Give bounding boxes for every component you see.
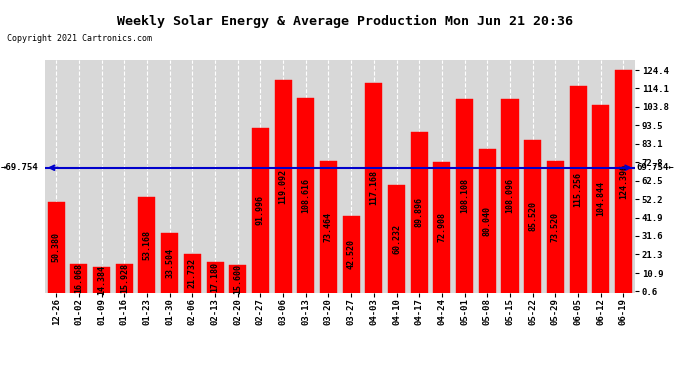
Text: 117.168: 117.168 — [369, 170, 378, 205]
Text: 91.996: 91.996 — [256, 195, 265, 225]
Bar — [456, 99, 473, 292]
Text: 119.092: 119.092 — [279, 168, 288, 204]
Text: Weekly Solar Energy & Average Production Mon Jun 21 20:36: Weekly Solar Energy & Average Production… — [117, 15, 573, 28]
Text: 69.754←: 69.754← — [636, 163, 674, 172]
Bar — [229, 265, 246, 292]
Bar — [275, 80, 292, 292]
Text: 104.844: 104.844 — [596, 181, 605, 216]
Bar — [433, 162, 451, 292]
Bar — [320, 161, 337, 292]
Bar — [547, 161, 564, 292]
Bar — [365, 83, 382, 292]
Text: 85.520: 85.520 — [528, 201, 538, 231]
Text: Copyright 2021 Cartronics.com: Copyright 2021 Cartronics.com — [7, 34, 152, 43]
Bar — [615, 70, 632, 292]
Text: 21.732: 21.732 — [188, 258, 197, 288]
Text: 115.256: 115.256 — [573, 172, 582, 207]
Bar — [502, 99, 518, 292]
Text: →69.754: →69.754 — [0, 163, 38, 172]
Text: 14.384: 14.384 — [97, 265, 106, 295]
Text: 108.096: 108.096 — [506, 178, 515, 213]
Text: 124.396: 124.396 — [619, 164, 628, 199]
Text: 80.040: 80.040 — [483, 206, 492, 236]
Bar — [93, 267, 110, 292]
Text: 42.520: 42.520 — [346, 240, 355, 270]
Bar — [569, 86, 586, 292]
Text: 73.464: 73.464 — [324, 212, 333, 242]
Text: 33.504: 33.504 — [165, 248, 174, 278]
Bar — [479, 149, 496, 292]
Text: 89.896: 89.896 — [415, 197, 424, 227]
Bar — [524, 140, 541, 292]
Bar — [206, 262, 224, 292]
Text: 73.520: 73.520 — [551, 212, 560, 242]
Bar — [411, 132, 428, 292]
Text: 53.168: 53.168 — [142, 230, 152, 260]
Text: 50.380: 50.380 — [52, 232, 61, 262]
Bar — [297, 98, 315, 292]
Text: 108.108: 108.108 — [460, 178, 469, 213]
Text: 16.068: 16.068 — [75, 263, 83, 293]
Text: 15.928: 15.928 — [120, 263, 129, 293]
Bar — [139, 197, 155, 292]
Text: 60.232: 60.232 — [392, 224, 401, 254]
Bar — [252, 128, 269, 292]
Text: 15.600: 15.600 — [233, 264, 242, 294]
Bar — [388, 185, 405, 292]
Bar — [161, 232, 178, 292]
Bar — [184, 254, 201, 292]
Bar — [48, 202, 65, 292]
Bar — [592, 105, 609, 292]
Bar — [343, 216, 359, 292]
Text: 17.180: 17.180 — [210, 262, 219, 292]
Bar — [116, 264, 132, 292]
Text: 72.908: 72.908 — [437, 212, 446, 242]
Bar — [70, 264, 88, 292]
Text: 108.616: 108.616 — [302, 178, 310, 213]
